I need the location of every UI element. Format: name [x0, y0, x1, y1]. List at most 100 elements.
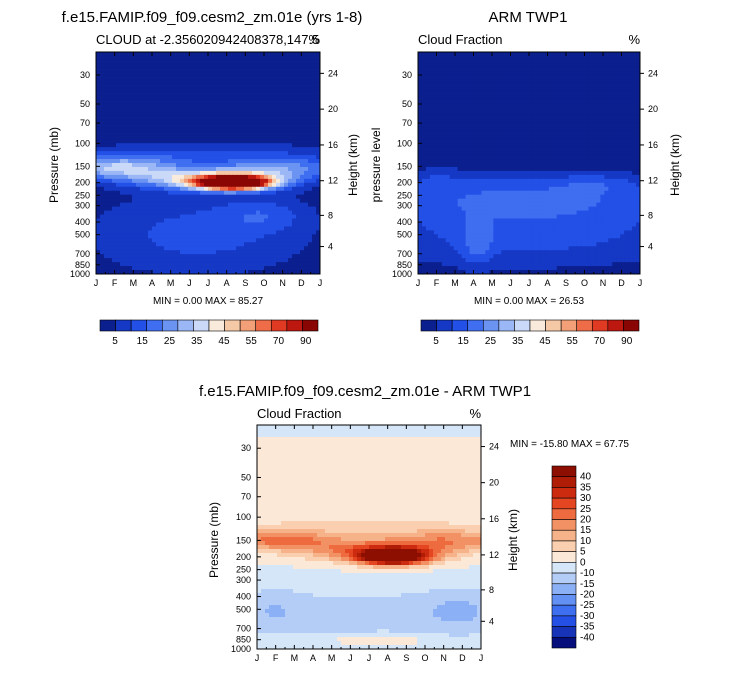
- heatmap-cell: [501, 91, 506, 97]
- heatmap-cell: [292, 242, 297, 247]
- heatmap-cell: [568, 55, 574, 61]
- heatmap-cell: [292, 52, 297, 57]
- heatmap-cell: [192, 250, 197, 255]
- heatmap-cell: [481, 115, 486, 120]
- heatmap-cell: [505, 123, 510, 128]
- heatmap-cell: [244, 170, 249, 176]
- heatmap-cell: [168, 206, 173, 212]
- heatmap-cell: [292, 250, 297, 255]
- heatmap-cell: [497, 135, 502, 140]
- heatmap-cell: [244, 174, 249, 180]
- heatmap-cell: [204, 174, 209, 180]
- heatmap-cell: [184, 111, 189, 117]
- heatmap-cell: [556, 75, 562, 81]
- heatmap-cell: [140, 170, 145, 176]
- heatmap-cell: [316, 151, 320, 156]
- heatmap-cell: [304, 67, 309, 73]
- heatmap-cell: [124, 87, 129, 93]
- heatmap-cell: [485, 55, 490, 61]
- heatmap-cell: [624, 139, 629, 144]
- heatmap-cell: [260, 155, 265, 160]
- heatmap-cell: [288, 83, 293, 89]
- heatmap-cell: [220, 170, 225, 176]
- heatmap-cell: [441, 91, 447, 97]
- heatmap-cell: [160, 91, 165, 97]
- heatmap-cell: [513, 59, 518, 65]
- heatmap-cell: [136, 52, 141, 57]
- heatmap-cell: [461, 55, 467, 61]
- heatmap-cell: [120, 159, 125, 164]
- heatmap-cell: [112, 63, 117, 69]
- heatmap-cell: [469, 151, 475, 156]
- heatmap-cell: [517, 103, 522, 109]
- heatmap-cell: [124, 238, 129, 243]
- heatmap-cell: [521, 107, 526, 113]
- heatmap-cell: [308, 63, 313, 69]
- heatmap-cell: [236, 135, 241, 140]
- heatmap-cell: [188, 143, 193, 148]
- heatmap-cell: [208, 170, 213, 176]
- heatmap-cell: [493, 166, 498, 172]
- heatmap-cell: [304, 151, 309, 156]
- heatmap-cell: [505, 170, 510, 176]
- heatmap-cell: [264, 226, 269, 231]
- heatmap-cell: [596, 159, 601, 164]
- heatmap-cell: [505, 163, 510, 168]
- heatmap-cell: [433, 103, 439, 109]
- heatmap-cell: [124, 250, 129, 255]
- heatmap-cell: [461, 131, 467, 136]
- heatmap-cell: [469, 131, 475, 136]
- heatmap-cell: [441, 123, 447, 128]
- heatmap-cell: [292, 226, 297, 231]
- heatmap-cell: [228, 71, 233, 77]
- heatmap-cell: [288, 147, 293, 152]
- heatmap-cell: [304, 127, 309, 132]
- heatmap-cell: [96, 186, 101, 192]
- heatmap-cell: [588, 119, 594, 124]
- heatmap-cell: [304, 242, 309, 247]
- heatmap-cell: [272, 163, 277, 168]
- heatmap-cell: [196, 127, 201, 132]
- heatmap-cell: [264, 119, 269, 124]
- heatmap-cell: [292, 194, 297, 200]
- heatmap-cell: [469, 107, 475, 113]
- heatmap-cell: [540, 99, 546, 105]
- heatmap-cell: [636, 99, 640, 105]
- panel-model-figure-title: f.e15.FAMIP.f09_f09.cesm2_zm.01e (yrs 1-…: [62, 9, 363, 26]
- heatmap-cell: [548, 170, 554, 176]
- heatmap-cell: [296, 186, 301, 192]
- heatmap-cell: [268, 246, 273, 251]
- heatmap-cell: [620, 103, 625, 109]
- heatmap-cell: [517, 159, 522, 164]
- heatmap-cell: [312, 131, 317, 136]
- heatmap-cell: [96, 190, 101, 196]
- heatmap-cell: [572, 123, 578, 128]
- heatmap-cell: [536, 63, 542, 69]
- heatmap-cell: [100, 131, 105, 136]
- heatmap-cell: [256, 226, 261, 231]
- heatmap-cell: [429, 170, 435, 176]
- heatmap-cell: [525, 59, 530, 65]
- heatmap-cell: [592, 139, 597, 144]
- heatmap-cell: [116, 139, 121, 144]
- heatmap-cell: [208, 159, 213, 164]
- heatmap-cell: [168, 131, 173, 136]
- panel-model-ylabel-right: Height (km): [346, 134, 360, 196]
- y2-tick-label: 20: [328, 104, 338, 114]
- heatmap-cell: [276, 63, 281, 69]
- heatmap-cell: [497, 131, 502, 136]
- heatmap-cell: [540, 83, 546, 89]
- heatmap-cell: [96, 198, 101, 204]
- heatmap-cell: [461, 147, 467, 152]
- heatmap-cell: [188, 210, 193, 216]
- heatmap-cell: [148, 266, 153, 271]
- heatmap-cell: [156, 139, 161, 144]
- heatmap-cell: [600, 95, 605, 101]
- heatmap-cell: [421, 107, 427, 113]
- heatmap-cell: [160, 182, 165, 188]
- heatmap-cell: [112, 139, 117, 144]
- heatmap-cell: [264, 71, 269, 77]
- heatmap-cell: [256, 222, 261, 228]
- heatmap-cell: [168, 214, 173, 220]
- heatmap-cell: [461, 139, 467, 144]
